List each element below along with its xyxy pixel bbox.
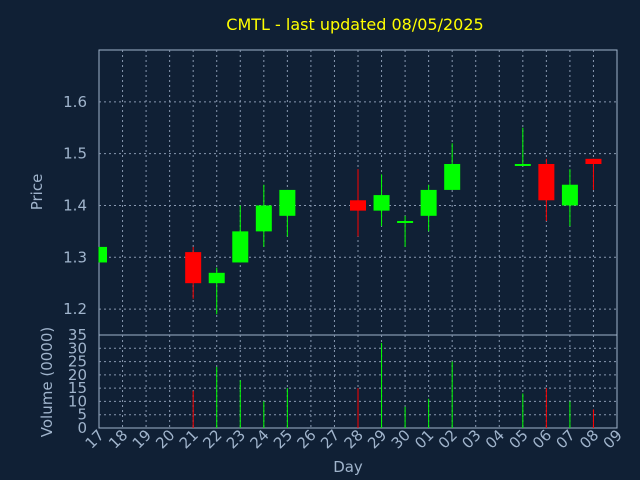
x-tick-label: 02 <box>435 426 461 452</box>
price-axis-label: Price <box>28 174 46 211</box>
price-tick-label: 1.2 <box>63 300 87 318</box>
candle-body <box>279 189 296 216</box>
candle-body <box>561 184 578 206</box>
candle-body <box>538 164 555 201</box>
x-tick-label: 25 <box>270 426 296 452</box>
x-tick-label: 21 <box>176 426 202 452</box>
x-tick-label: 05 <box>505 426 531 452</box>
candle-body <box>350 200 366 211</box>
volume-tick-label: 10 <box>68 392 87 410</box>
x-tick-label: 30 <box>388 426 414 452</box>
price-tick-label: 1.6 <box>63 93 87 111</box>
candle-body <box>373 195 390 211</box>
x-tick-label: 29 <box>364 426 390 452</box>
x-tick-label: 07 <box>553 426 579 452</box>
x-tick-label: 03 <box>458 426 484 452</box>
price-tick-label: 1.3 <box>63 248 87 266</box>
volume-tick-label: 20 <box>68 366 87 384</box>
volume-tick-label: 0 <box>77 419 87 437</box>
volume-tick-label: 35 <box>68 326 87 344</box>
x-tick-label: 04 <box>482 426 508 452</box>
chart-title: CMTL - last updated 08/05/2025 <box>226 15 483 34</box>
x-tick-label: 27 <box>317 426 343 452</box>
x-tick-label: 24 <box>246 426 272 452</box>
x-tick-label: 23 <box>223 426 249 452</box>
x-tick-label: 18 <box>105 426 131 452</box>
x-tick-label: 28 <box>341 426 367 452</box>
candle-body <box>397 221 414 223</box>
x-tick-label: 19 <box>129 426 155 452</box>
x-tick-label: 08 <box>576 426 602 452</box>
candle-body <box>444 164 461 190</box>
x-tick-label: 22 <box>199 426 225 452</box>
x-tick-label: 06 <box>529 426 555 452</box>
price-tick-label: 1.5 <box>63 145 87 163</box>
volume-tick-label: 5 <box>77 406 87 424</box>
candle-body <box>232 231 249 263</box>
volume-axis-label: Volume (0000) <box>38 327 56 437</box>
volume-tick-label: 30 <box>68 339 87 357</box>
x-axis-label: Day <box>333 458 363 476</box>
candle-body <box>208 272 225 284</box>
candle-body <box>185 252 202 284</box>
volume-tick-label: 25 <box>68 353 87 371</box>
candle-body <box>420 189 437 216</box>
x-tick-label: 20 <box>152 426 178 452</box>
candle-body <box>514 164 531 166</box>
candle-body <box>99 246 107 263</box>
candle-body <box>255 205 272 232</box>
x-tick-label: 01 <box>411 426 437 452</box>
volume-tick-label: 15 <box>68 379 87 397</box>
x-tick-label: 26 <box>294 426 320 452</box>
x-tick-label: 09 <box>600 426 626 452</box>
candle-body <box>585 158 602 164</box>
price-tick-label: 1.4 <box>63 196 87 214</box>
